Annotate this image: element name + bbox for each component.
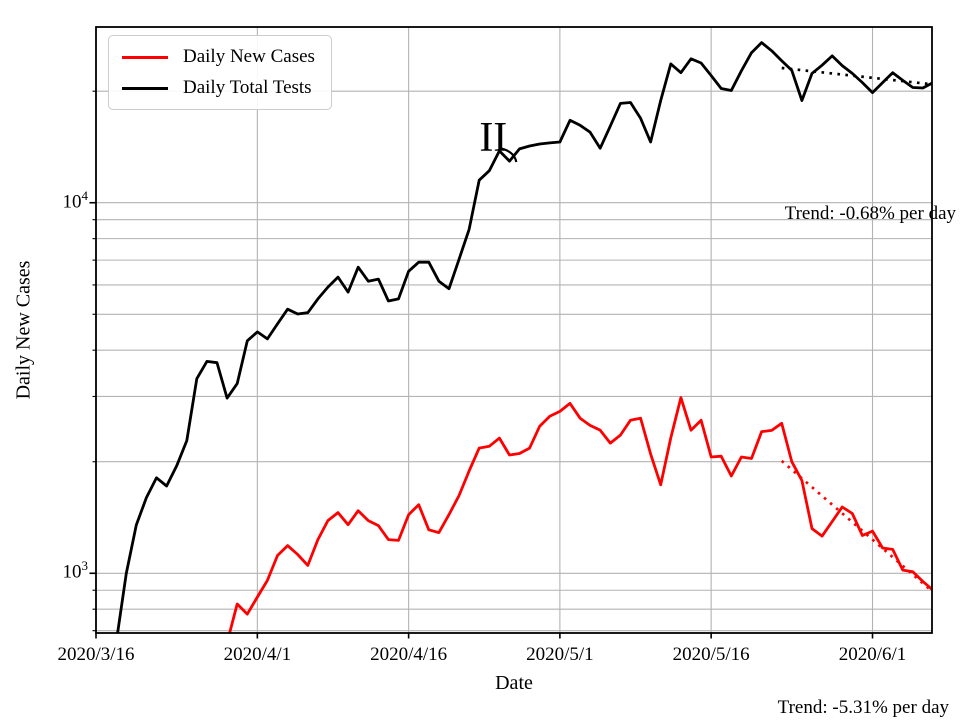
x-tick-label: 2020/4/1 bbox=[223, 644, 292, 665]
y-axis-label: Daily New Cases bbox=[12, 260, 35, 400]
x-axis-label: Date bbox=[495, 672, 533, 694]
trend-line-daily-total-tests bbox=[781, 66, 932, 86]
legend-line-swatch-red bbox=[122, 55, 168, 59]
series-line-daily-new-cases bbox=[228, 396, 932, 633]
legend-label-daily-total-tests: Daily Total Tests bbox=[183, 77, 312, 98]
x-tick-label: 2020/6/1 bbox=[838, 644, 907, 665]
x-tick-label: 2020/5/16 bbox=[672, 644, 750, 665]
legend-line-swatch-black bbox=[122, 86, 168, 90]
series-group bbox=[116, 41, 932, 633]
annotation-arrow bbox=[499, 147, 518, 163]
legend-label-daily-new-cases: Daily New Cases bbox=[183, 46, 315, 67]
trend-label-tests: Trend: -0.68% per day bbox=[784, 203, 956, 224]
legend-item-daily-new-cases: Daily New Cases bbox=[122, 45, 315, 69]
series-line-daily-total-tests bbox=[116, 41, 932, 633]
legend-box: Daily New Cases Daily Total Tests bbox=[108, 35, 332, 110]
trend-label-cases: Trend: -5.31% per day bbox=[777, 697, 949, 718]
axes-spines bbox=[95, 26, 933, 634]
x-tick-label: 2020/4/16 bbox=[370, 644, 448, 665]
legend-item-daily-total-tests: Daily Total Tests bbox=[122, 76, 315, 100]
x-tick-label: 2020/3/16 bbox=[57, 644, 135, 665]
annotation-phase-II: II bbox=[479, 115, 508, 162]
y-tick-label-1e3: 103 bbox=[62, 558, 89, 583]
tick-marks bbox=[89, 90, 874, 639]
trend-line-daily-new-cases bbox=[780, 459, 932, 593]
x-tick-label: 2020/5/1 bbox=[526, 644, 594, 665]
gridlines bbox=[95, 27, 932, 633]
y-tick-label-1e4: 104 bbox=[62, 187, 89, 213]
